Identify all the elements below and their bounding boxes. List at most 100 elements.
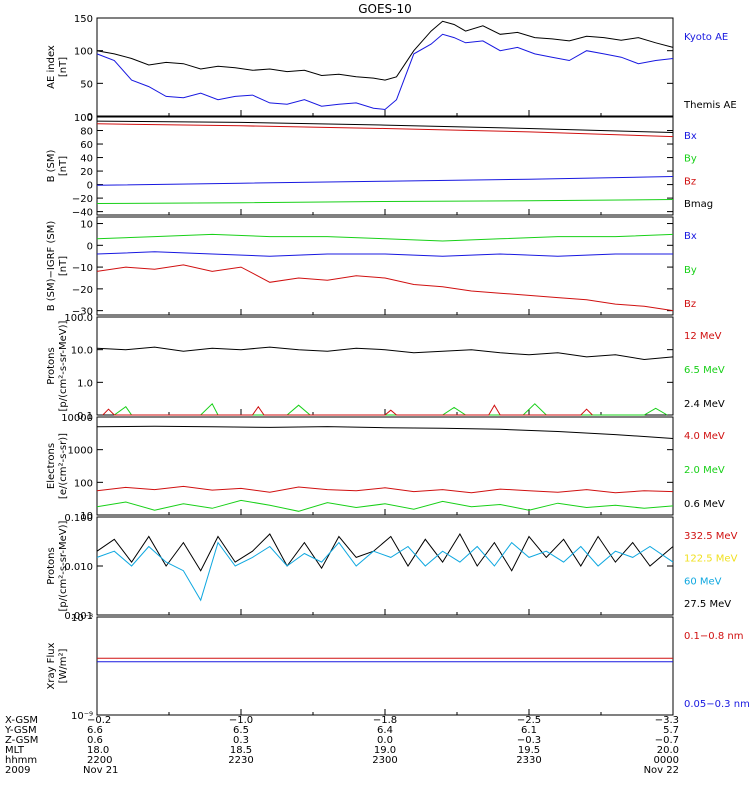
series-line-bigrf-2 [96, 264, 674, 312]
legend-entry: Bz [684, 299, 696, 310]
y-tick-label: 1000 [68, 446, 93, 457]
y-tick-label: 10⁻⁸ [71, 613, 93, 624]
footer-row-label: Y-GSM [4, 725, 37, 736]
panel-protons-high: 0.100 0.010 0.001 Protons [p/(cm²-s-sr-MeV)]… [46, 513, 738, 622]
legend-entry: 0.6 MeV [684, 499, 725, 510]
footer-value: Nov 21 [83, 765, 118, 776]
y-axis-label: [e/(cm²-s-sr)] [58, 433, 69, 499]
footer-value: −2.5 [517, 715, 541, 726]
panel-ae: 0 50 100 150 AE index [nT] Kyoto AE Themis AE [46, 14, 737, 123]
y-tick-label: 10000 [61, 413, 93, 424]
panel-frame [96, 316, 674, 416]
y-tick-label: 60 [80, 140, 93, 151]
y-tick-label: 100.0 [64, 313, 93, 324]
footer-value: −3.3 [655, 715, 679, 726]
panel-frame [96, 616, 674, 716]
legend-entry: 2.4 MeV [684, 399, 725, 410]
y-tick-label: 0.1 [77, 411, 93, 422]
legend-entry: 4.0 MeV [684, 431, 725, 442]
footer-value: 18.5 [230, 745, 252, 756]
y-tick-label: 0.001 [64, 611, 93, 622]
y-axis-label: [nT] [58, 256, 69, 276]
series-line-protons-high-1 [96, 541, 674, 602]
legend-entry: Bz [684, 176, 696, 187]
footer-value: 2300 [372, 755, 397, 766]
legend-entry: Bmag [684, 199, 713, 210]
footer-row-label: Z-GSM [5, 735, 38, 746]
y-tick-label: 10 [80, 511, 93, 522]
y-tick-label: 10⁻⁹ [71, 711, 93, 722]
series-line-bsm-2 [96, 176, 674, 186]
y-tick-label: −30 [72, 307, 93, 318]
footer-value: 2200 [87, 755, 112, 766]
y-axis-label: Protons [46, 547, 57, 584]
series-line-ae-0 [96, 20, 674, 81]
footer-value: −0.7 [655, 735, 679, 746]
y-axis-label: [nT] [58, 156, 69, 176]
footer-value: 19.0 [374, 745, 396, 756]
footer-value: 0.3 [233, 735, 249, 746]
panel-protons-low: 100.0 10.0 1.0 0.1 Protons [p/(cm²-s-sr-MeV)]… [46, 313, 725, 422]
legend-entry: Kyoto AE [684, 32, 728, 43]
series-line-electrons-0 [96, 425, 674, 439]
series-line-bsm-3 [96, 199, 674, 204]
y-tick-label: 10.0 [71, 346, 93, 357]
legend-entry: 0.1−0.8 nm [684, 631, 743, 642]
footer-row-label: X-GSM [5, 715, 38, 726]
y-tick-label: −40 [72, 208, 93, 219]
series-line-bigrf-0 [96, 233, 674, 242]
legend-entry: 332.5 MeV [684, 531, 738, 542]
footer-value: 6.6 [87, 725, 103, 736]
y-tick-label: 1.0 [77, 378, 93, 389]
y-tick-label: 150 [74, 14, 93, 25]
y-axis-label: Electrons [46, 443, 57, 489]
legend-entry: Themis AE [683, 100, 737, 111]
y-tick-label: 40 [80, 154, 93, 165]
legend-entry: 2.0 MeV [684, 465, 725, 476]
legend-entry: 12 MeV [684, 331, 722, 342]
y-tick-label: 20 [80, 167, 93, 178]
y-axis-label: B (SM) [46, 149, 57, 182]
series-line-electrons-1 [96, 485, 674, 494]
panel-bigrf: 10 0 −10 −20 −30 B (SM)−IGRF (SM) [nT] Bx By Bz [46, 216, 697, 318]
footer-row-label: MLT [5, 745, 25, 756]
series-line-ae-1 [96, 33, 674, 111]
y-tick-label: 0 [87, 241, 93, 252]
y-axis-label: B (SM)−IGRF (SM) [46, 221, 57, 312]
y-tick-label: −20 [72, 194, 93, 205]
footer-row-label: hhmm [5, 755, 37, 766]
panel-bsm: 100 80 60 40 20 0 −20 −40 B (SM) [nT] Bx By Bz Bmag [46, 113, 713, 219]
panel-xray: 10⁻⁸ 10⁻⁹ Xray Flux [W/m²] 0.1−0.8 nm 0.05−0.… [46, 613, 750, 722]
footer-value: 0.6 [87, 735, 103, 746]
legend-entry: Bx [684, 131, 697, 142]
y-axis-label: Protons [46, 347, 57, 384]
figure-title: GOES-10 [358, 2, 412, 16]
y-tick-label: −20 [72, 285, 93, 296]
footer-value: 20.0 [657, 745, 679, 756]
y-axis-label: AE index [46, 45, 57, 89]
series-line-protons-high-0 [96, 533, 674, 572]
series-line-protons-low-0 [96, 346, 674, 361]
legend-entry: 122.5 MeV [684, 554, 738, 565]
y-tick-label: 0 [87, 112, 93, 123]
series-line-bsm-0 [96, 120, 674, 133]
footer-value: −0.3 [517, 735, 541, 746]
panel-frame [96, 416, 674, 516]
y-axis-label: Xray Flux [46, 642, 57, 689]
footer-value: 2230 [228, 755, 253, 766]
series-line-bigrf-1 [96, 251, 673, 257]
y-axis-label: [p/(cm²-s-sr-MeV)] [58, 320, 69, 411]
y-tick-label: 50 [80, 79, 93, 90]
footer-value: 2330 [516, 755, 541, 766]
legend-entry: 6.5 MeV [684, 365, 725, 376]
y-tick-label: 10 [80, 220, 93, 231]
series-line-bsm-1 [96, 123, 674, 138]
series-line-protons-low-1 [114, 402, 668, 416]
legend-entry: By [684, 265, 697, 276]
panel-frame [96, 17, 674, 117]
footer-value: 6.5 [233, 725, 249, 736]
footer-value: −1.0 [229, 715, 253, 726]
